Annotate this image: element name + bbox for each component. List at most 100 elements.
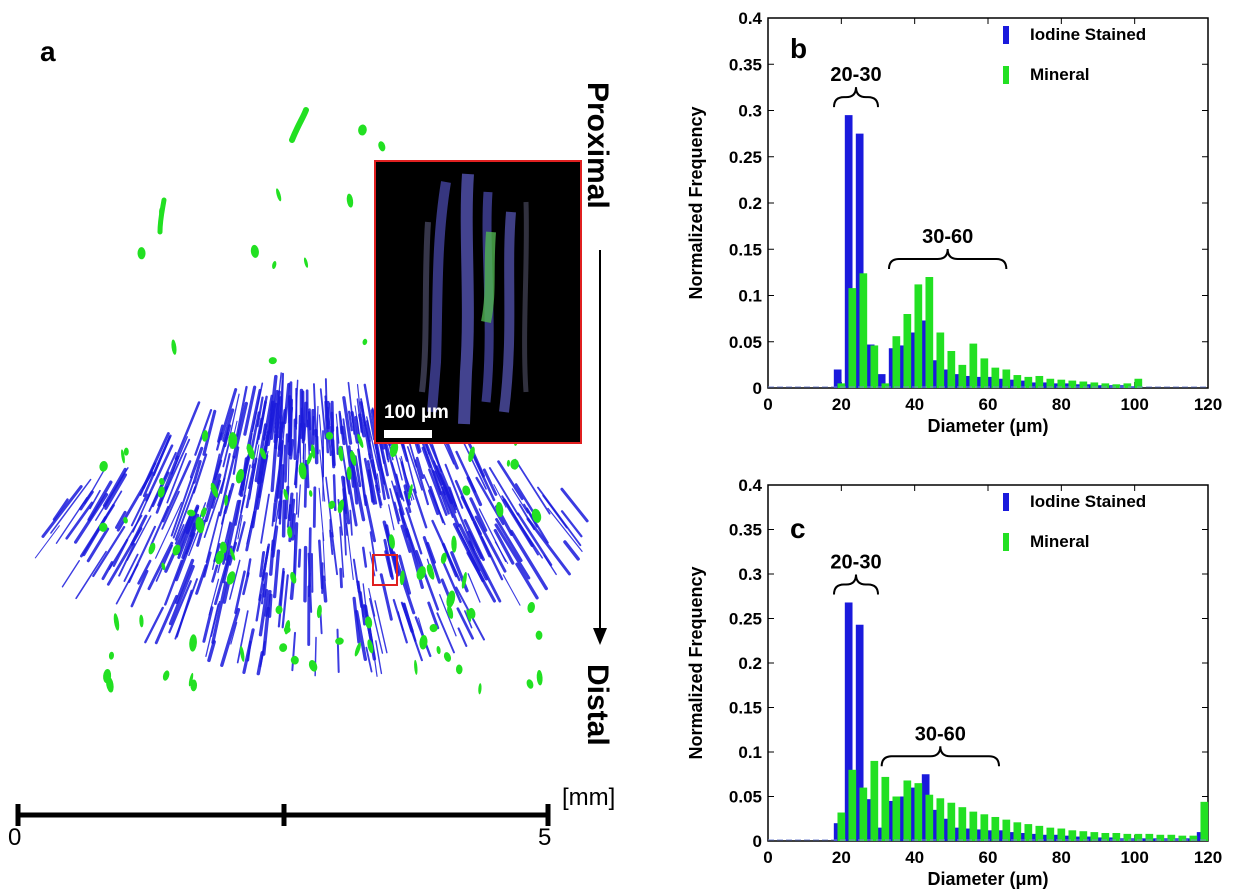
iodine-fiber: [393, 501, 401, 522]
iodine-fiber: [234, 499, 242, 526]
iodine-fiber: [375, 640, 383, 675]
bar: [1046, 378, 1055, 388]
bar: [1068, 830, 1077, 841]
legend-swatch: [1003, 26, 1009, 44]
iodine-fiber: [269, 402, 278, 440]
iodine-fiber: [205, 511, 221, 563]
iodine-fiber: [389, 488, 400, 525]
iodine-fiber: [363, 383, 376, 441]
iodine-fiber: [203, 477, 226, 539]
iodine-fiber: [359, 400, 372, 460]
plot-frame: [767, 484, 1209, 842]
y-tick-label: 0.35: [729, 521, 762, 540]
bar: [892, 336, 901, 388]
bar: [877, 374, 886, 388]
bar: [848, 288, 857, 388]
iodine-fiber: [421, 446, 432, 469]
mineral-blob: [527, 601, 535, 614]
iodine-fiber: [237, 515, 243, 540]
iodine-fiber: [388, 504, 395, 531]
mineral-blob: [419, 634, 428, 650]
iodine-fiber: [526, 517, 571, 576]
iodine-fiber: [480, 535, 504, 581]
range-label: 30-60: [915, 723, 966, 745]
iodine-fiber: [474, 515, 507, 573]
y-tick-label: 0.2: [738, 654, 762, 673]
iodine-fiber: [509, 529, 548, 591]
iodine-fiber: [306, 419, 311, 458]
legend-swatch: [1003, 493, 1009, 511]
iodine-fiber: [34, 525, 60, 559]
iodine-fiber: [357, 441, 365, 499]
range-label: 20-30: [830, 551, 881, 573]
bar: [936, 332, 945, 388]
chart-c: c 0 0.05 0.1 0.15 0.2 0.25 0.3 0.35 0.4 0 20 40 60 80…: [686, 476, 1222, 889]
range-brace: [880, 746, 1000, 767]
iodine-fiber: [86, 527, 110, 563]
bar: [1035, 375, 1044, 388]
x-tick-label: 120: [1194, 848, 1222, 867]
iodine-fiber: [174, 524, 185, 545]
mineral-blob: [195, 516, 205, 534]
bar: [1068, 380, 1077, 388]
iodine-fiber: [106, 527, 143, 586]
mineral-blob: [455, 664, 463, 675]
bar: [844, 602, 853, 841]
iodine-fiber: [436, 612, 455, 654]
bar: [903, 314, 912, 388]
iodine-fiber: [297, 414, 301, 454]
mineral-blob: [123, 447, 129, 456]
iodine-fiber: [271, 500, 280, 551]
iodine-fiber: [502, 574, 521, 606]
iodine-fiber: [104, 473, 128, 510]
iodine-fiber: [426, 541, 437, 564]
bar: [925, 794, 934, 841]
iodine-fiber: [493, 484, 507, 508]
mineral-blob: [357, 433, 364, 448]
bar: [881, 383, 890, 388]
iodine-fiber: [101, 561, 114, 581]
y-tick-label: 0.35: [729, 55, 762, 74]
iodine-fiber: [259, 550, 266, 578]
iodine-fiber: [287, 492, 294, 521]
bar: [980, 358, 989, 388]
mineral-blob: [268, 357, 277, 365]
bar: [1145, 833, 1154, 841]
iodine-fiber: [267, 593, 273, 618]
mineral-blob: [535, 630, 543, 640]
iodine-fiber: [264, 418, 272, 452]
iodine-fiber: [514, 458, 551, 515]
iodine-fiber: [405, 507, 423, 555]
bar: [1200, 801, 1209, 841]
y-axis-label: Normalized Frequency: [686, 106, 706, 299]
range-label: 20-30: [830, 64, 881, 86]
mineral-blob: [215, 550, 225, 565]
mineral-blob: [461, 571, 467, 589]
mineral-blob: [506, 459, 511, 467]
mineral-blob: [298, 462, 307, 480]
mineral-blob: [428, 563, 434, 576]
bar: [892, 796, 901, 841]
y-tick-label: 0.4: [738, 476, 762, 495]
mineral-blob: [246, 443, 255, 460]
mineral-blob: [189, 634, 197, 652]
y-tick-label: 0.1: [738, 287, 762, 306]
mineral-blob: [338, 445, 344, 462]
iodine-fiber: [284, 485, 290, 520]
iodine-fiber: [260, 583, 266, 605]
bar: [870, 345, 879, 388]
panel-c-label: c: [790, 513, 806, 544]
mineral-blob: [510, 459, 519, 470]
bar: [1112, 384, 1121, 388]
iodine-fiber: [229, 559, 241, 600]
chart-b: b 0 0.05 0.1 0.15 0.2 0.25 0.3 0.35 0.4 0 20 40 60 80…: [686, 9, 1222, 436]
bar: [1046, 827, 1055, 841]
mineral-blob: [161, 562, 166, 571]
iodine-fiber: [275, 399, 283, 440]
iodine-fiber: [428, 468, 448, 516]
series-1: [837, 273, 1143, 388]
bar: [1057, 379, 1066, 388]
iodine-fiber: [75, 550, 107, 600]
iodine-fiber: [431, 519, 461, 582]
iodine-fiber: [50, 478, 92, 534]
